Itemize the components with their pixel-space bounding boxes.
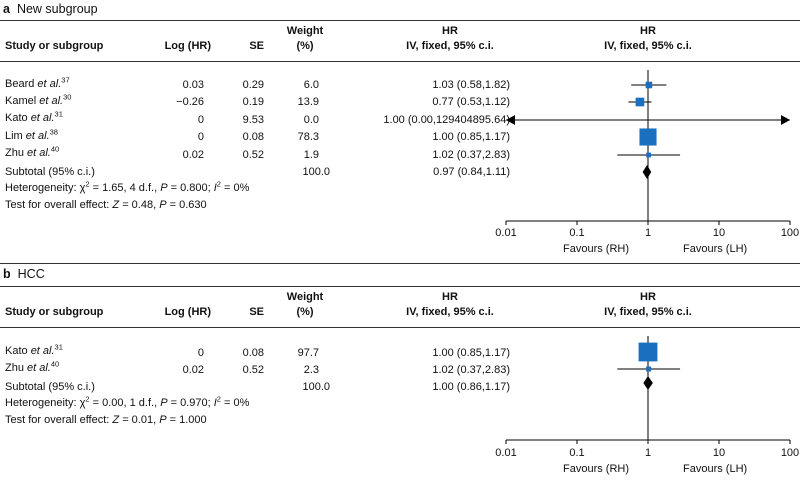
table-cell-se: 0.19 <box>242 96 264 108</box>
table-cell-hr: 1.00 (0.85,1.17) <box>432 131 510 143</box>
plot-hr-method: IV, fixed, 95% c.i. <box>604 306 692 318</box>
table-cell-loghr: 0 <box>197 131 204 143</box>
subtotal-weight: 100.0 <box>302 166 330 178</box>
panel-b-label: b HCC <box>3 267 45 281</box>
table-cell-hr: 1.00 (0.00,129404895.64) <box>383 114 510 126</box>
plot-hr-method: IV, fixed, 95% c.i. <box>604 40 692 52</box>
table-cell-weight: 13.9 <box>297 96 319 108</box>
study-marker <box>645 81 653 89</box>
table-cell-se: 0.52 <box>242 364 264 376</box>
table-cell-loghr: −0.26 <box>176 96 204 108</box>
table-cell-loghr: 0.03 <box>182 79 204 91</box>
panel-a-header-rule <box>0 61 800 62</box>
heterogeneity-text: Heterogeneity: χ2 = 1.65, 4 d.f., P = 0.… <box>5 179 250 194</box>
col-se-header: SE <box>249 306 264 318</box>
col-se-header: SE <box>249 40 264 52</box>
table-cell-se: 9.53 <box>242 114 264 126</box>
x-axis-tick-label: 0.01 <box>495 447 516 459</box>
study-marker <box>646 152 651 158</box>
overall-effect-text: Test for overall effect: Z = 0.01, P = 1… <box>5 414 207 426</box>
table-row-study: Kato et al.31 <box>5 342 63 357</box>
col-loghr-header: Log (HR) <box>164 306 211 318</box>
favours-left-label: Favours (RH) <box>563 463 630 475</box>
panel-a-label: a New subgroup <box>3 2 98 16</box>
table-cell-loghr: 0.02 <box>182 149 204 161</box>
table-row-study: Lim et al.38 <box>5 127 58 142</box>
table-row-study: Kamel et al.30 <box>5 92 72 107</box>
favours-left-label: Favours (RH) <box>563 243 630 255</box>
table-cell-hr: 1.00 (0.85,1.17) <box>432 347 510 359</box>
col-loghr-header: Log (HR) <box>164 40 211 52</box>
table-cell-hr: 0.77 (0.53,1.12) <box>432 96 510 108</box>
table-cell-se: 0.08 <box>242 347 264 359</box>
study-marker <box>635 97 645 107</box>
subtotal-hr: 0.97 (0.84,1.11) <box>433 166 510 178</box>
table-cell-weight: 1.9 <box>303 149 319 161</box>
x-axis-tick-label: 1 <box>645 447 651 459</box>
study-marker <box>638 342 658 362</box>
x-axis-tick-label: 0.1 <box>569 227 584 239</box>
x-axis-tick-label: 100 <box>781 447 799 459</box>
table-row-study: Zhu et al.40 <box>5 359 60 374</box>
table-cell-se: 0.29 <box>242 79 264 91</box>
col-hr-method: IV, fixed, 95% c.i. <box>406 306 494 318</box>
x-axis-tick-label: 10 <box>713 227 725 239</box>
subtotal-diamond <box>643 376 653 390</box>
col-weight-unit: (%) <box>296 306 314 318</box>
overall-effect-text: Test for overall effect: Z = 0.48, P = 0… <box>5 199 207 211</box>
col-hr-header: HR <box>442 291 458 303</box>
table-cell-loghr: 0 <box>197 347 204 359</box>
table-cell-weight: 6.0 <box>303 79 319 91</box>
study-marker <box>639 128 657 146</box>
subtotal-hr: 1.00 (0.86,1.17) <box>432 381 510 393</box>
heterogeneity-text: Heterogeneity: χ2 = 0.00, 1 d.f., P = 0.… <box>5 394 250 409</box>
table-row-study: Beard et al.37 <box>5 75 70 90</box>
x-axis-tick-label: 1 <box>645 227 651 239</box>
table-cell-loghr: 0 <box>197 114 204 126</box>
study-marker <box>646 366 652 372</box>
table-cell-weight: 2.3 <box>303 364 319 376</box>
table-cell-weight: 0.0 <box>303 114 319 126</box>
x-axis-tick-label: 100 <box>781 227 799 239</box>
col-weight-header: Weight <box>286 291 324 303</box>
subtotal-diamond <box>642 165 652 179</box>
plot-hr-header: HR <box>640 291 656 303</box>
favours-right-label: Favours (LH) <box>683 243 748 255</box>
subtotal-label: Subtotal (95% c.i.) <box>5 381 95 393</box>
table-row-study: Kato et al.31 <box>5 109 63 124</box>
table-cell-weight: 78.3 <box>297 131 319 143</box>
panel-b-top-rule <box>0 286 800 287</box>
x-axis-tick-label: 0.1 <box>569 447 584 459</box>
col-hr-method: IV, fixed, 95% c.i. <box>406 40 494 52</box>
panel-b-header-rule <box>0 327 800 328</box>
subtotal-label: Subtotal (95% c.i.) <box>5 166 95 178</box>
table-cell-hr: 1.02 (0.37,2.83) <box>432 149 510 161</box>
panel-a-top-rule <box>0 20 800 21</box>
col-weight-header: Weight <box>286 25 324 37</box>
plot-hr-header: HR <box>640 25 656 37</box>
table-cell-hr: 1.02 (0.37,2.83) <box>432 364 510 376</box>
table-cell-loghr: 0.02 <box>182 364 204 376</box>
col-weight-unit: (%) <box>296 40 314 52</box>
x-axis-tick-label: 0.01 <box>495 227 516 239</box>
table-row-study: Zhu et al.40 <box>5 144 60 159</box>
table-cell-weight: 97.7 <box>297 347 319 359</box>
table-cell-se: 0.08 <box>242 131 264 143</box>
table-cell-hr: 1.03 (0.58,1.82) <box>432 79 510 91</box>
ci-arrow-right <box>781 115 790 125</box>
panel-divider <box>0 263 800 264</box>
col-study-header: Study or subgroup <box>5 306 104 318</box>
col-study-header: Study or subgroup <box>5 40 104 52</box>
x-axis-tick-label: 10 <box>713 447 725 459</box>
col-hr-header: HR <box>442 25 458 37</box>
favours-right-label: Favours (LH) <box>683 463 748 475</box>
table-cell-se: 0.52 <box>242 149 264 161</box>
ci-arrow-left <box>506 115 515 125</box>
subtotal-weight: 100.0 <box>302 381 330 393</box>
